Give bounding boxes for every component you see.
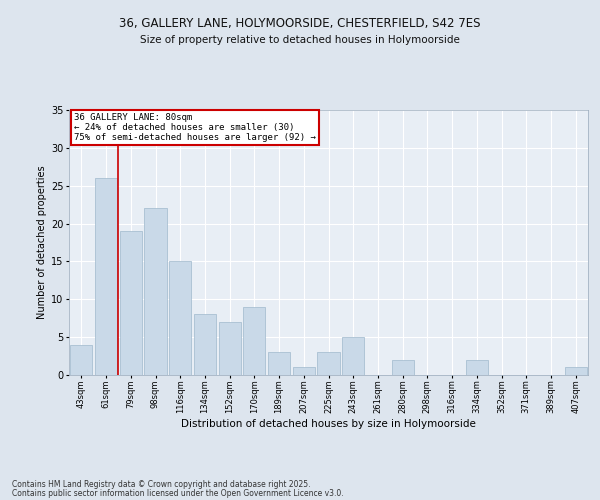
Text: Contains public sector information licensed under the Open Government Licence v3: Contains public sector information licen…: [12, 490, 344, 498]
Bar: [243, 307, 265, 375]
Bar: [342, 337, 364, 375]
Bar: [317, 352, 340, 375]
Y-axis label: Number of detached properties: Number of detached properties: [37, 166, 47, 320]
Bar: [194, 314, 216, 375]
Text: 36 GALLERY LANE: 80sqm
← 24% of detached houses are smaller (30)
75% of semi-det: 36 GALLERY LANE: 80sqm ← 24% of detached…: [74, 112, 316, 142]
Bar: [268, 352, 290, 375]
Bar: [218, 322, 241, 375]
Bar: [565, 368, 587, 375]
Bar: [119, 231, 142, 375]
Text: 36, GALLERY LANE, HOLYMOORSIDE, CHESTERFIELD, S42 7ES: 36, GALLERY LANE, HOLYMOORSIDE, CHESTERF…: [119, 18, 481, 30]
Text: Contains HM Land Registry data © Crown copyright and database right 2025.: Contains HM Land Registry data © Crown c…: [12, 480, 311, 489]
Bar: [145, 208, 167, 375]
Text: Size of property relative to detached houses in Holymoorside: Size of property relative to detached ho…: [140, 35, 460, 45]
Bar: [466, 360, 488, 375]
Bar: [95, 178, 117, 375]
Bar: [169, 262, 191, 375]
Bar: [70, 344, 92, 375]
Bar: [392, 360, 414, 375]
Bar: [293, 368, 315, 375]
X-axis label: Distribution of detached houses by size in Holymoorside: Distribution of detached houses by size …: [181, 418, 476, 428]
